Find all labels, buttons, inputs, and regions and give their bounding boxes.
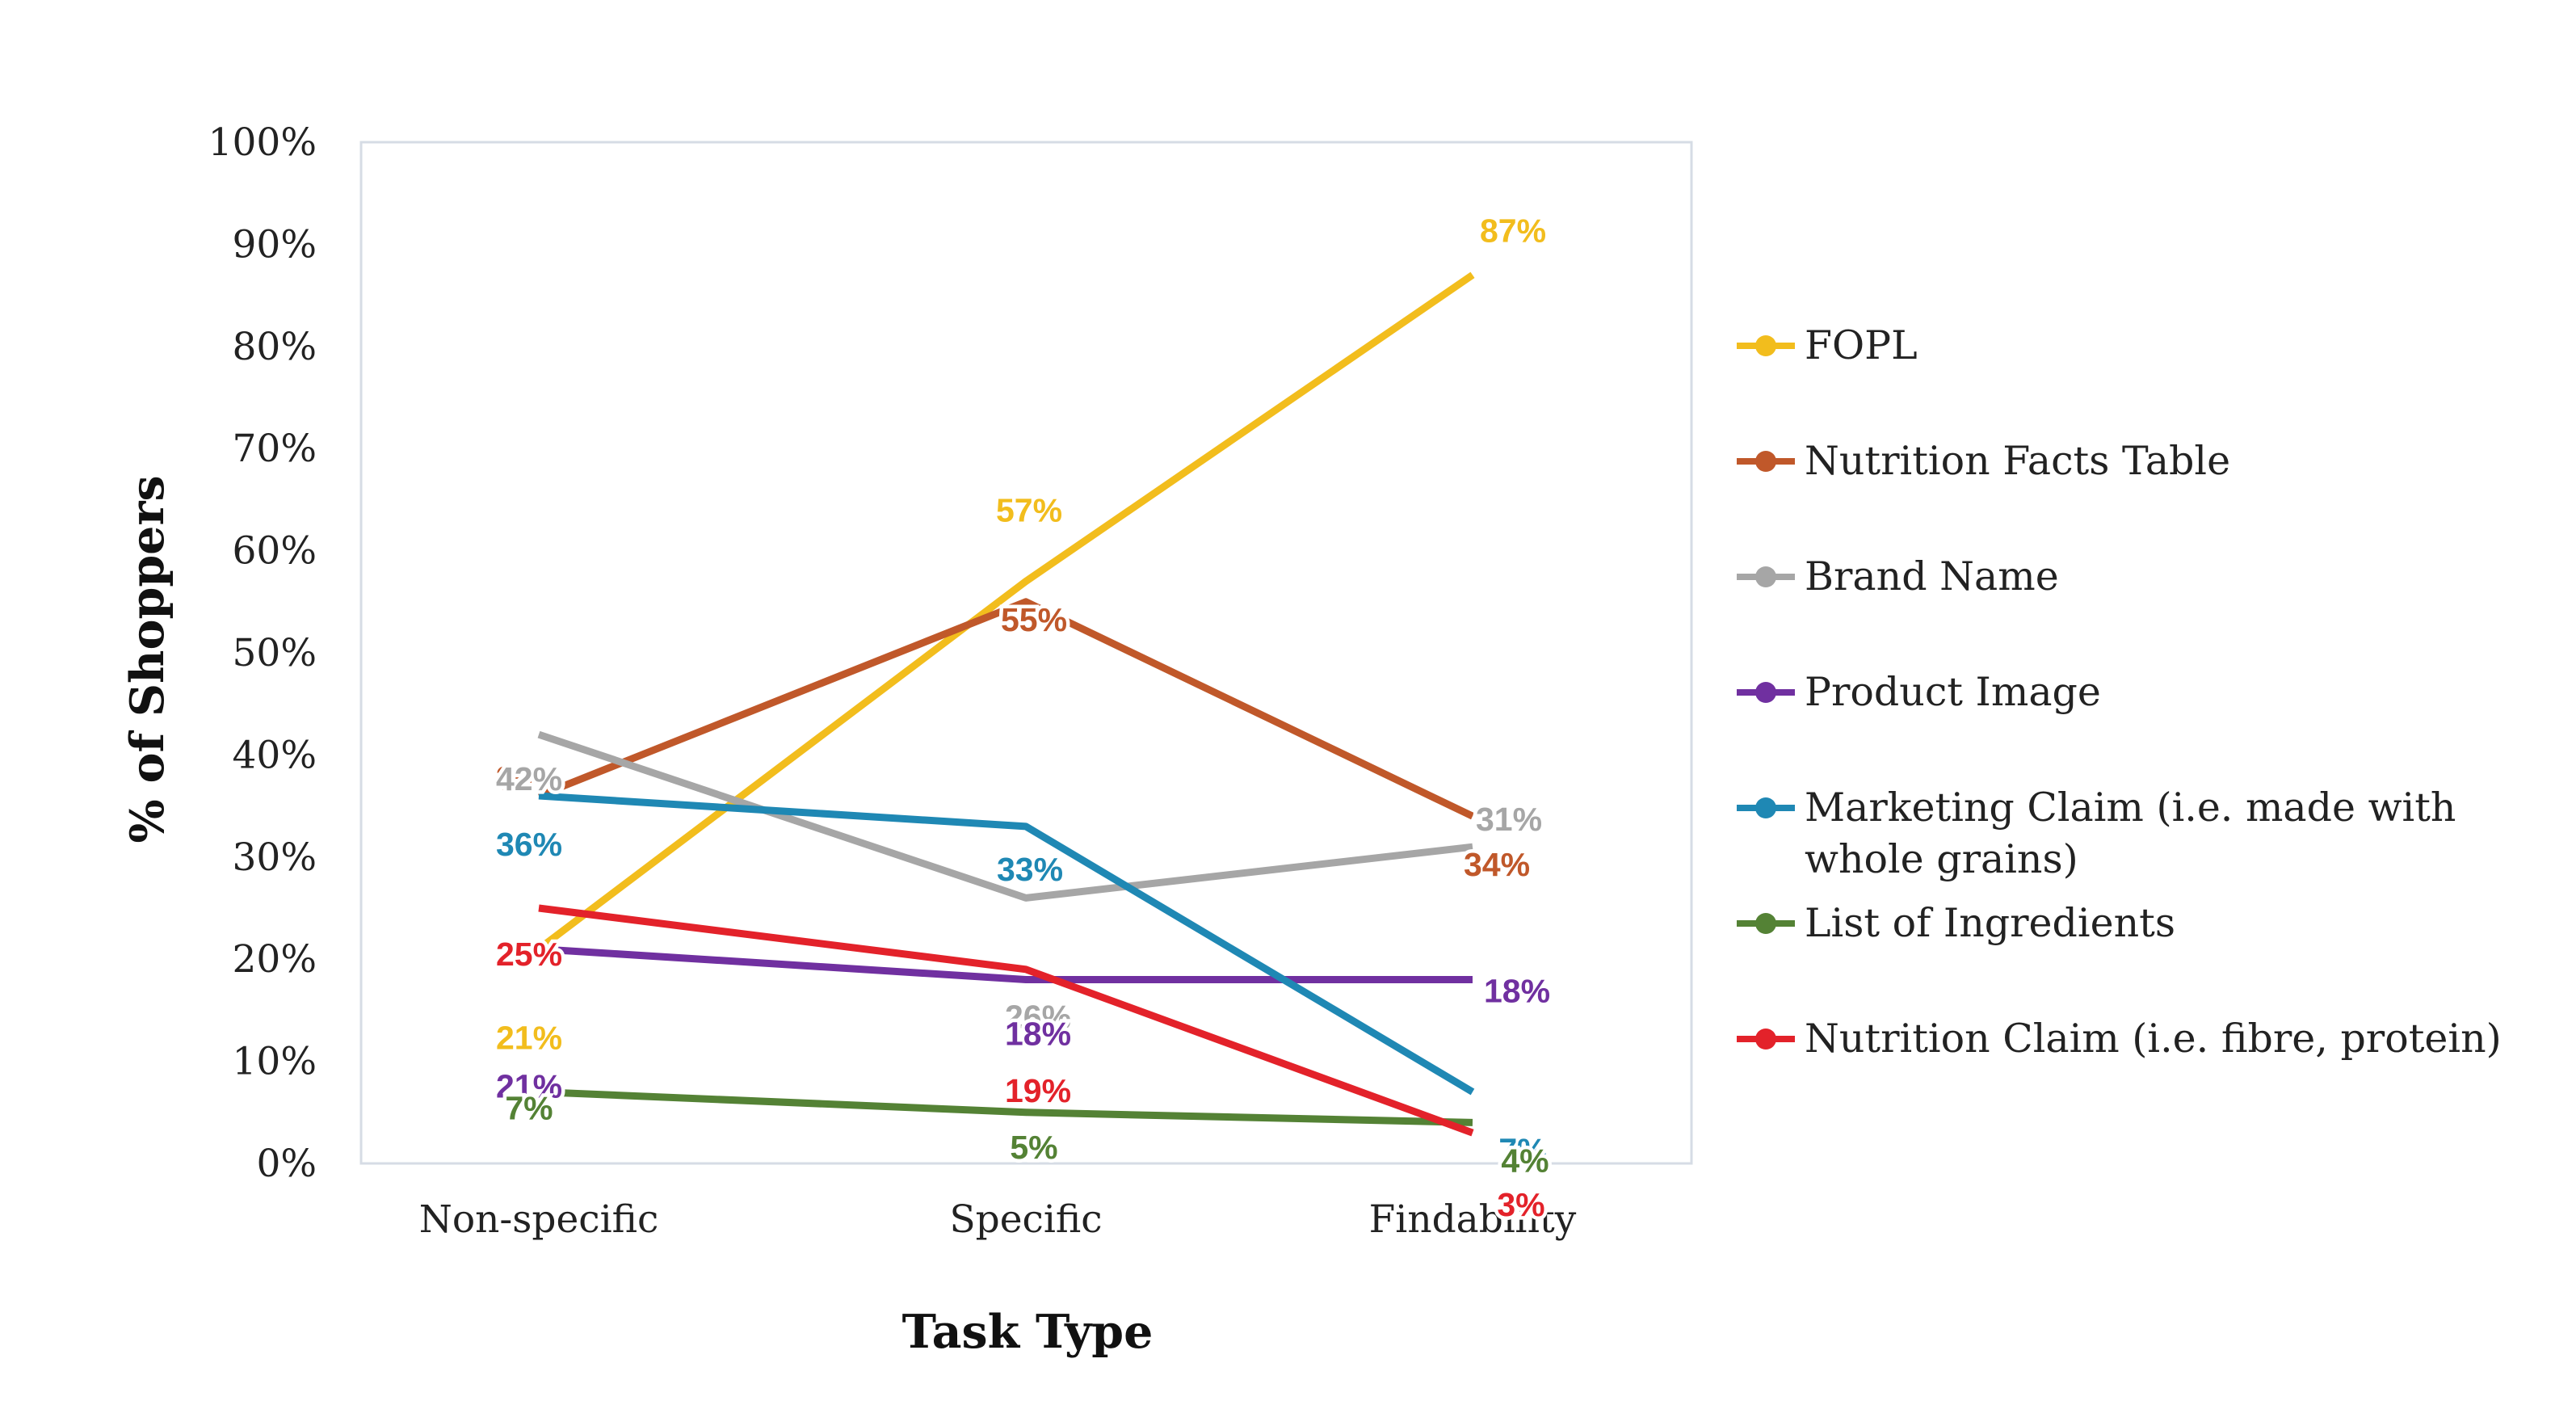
legend-label: FOPL (1805, 322, 1918, 368)
y-tick-label: 40% (233, 733, 317, 777)
legend-item: Product Image (1737, 669, 2101, 715)
legend-label: List of Ingredients (1805, 900, 2175, 946)
y-tick-label: 60% (233, 529, 317, 574)
data-label: 87% (1480, 212, 1546, 249)
legend-label: Product Image (1805, 669, 2101, 715)
legend-item: Marketing Claim (i.e. made with whole gra… (1737, 785, 2456, 882)
data-label: 7% (505, 1090, 553, 1127)
legend-label: Brand Name (1805, 553, 2059, 599)
series-line (537, 598, 1474, 820)
data-label: 36% (496, 759, 562, 797)
data-label: 7% (1498, 1132, 1546, 1169)
y-tick-label: 50% (233, 631, 317, 675)
legend-dot-marker (1755, 913, 1776, 934)
series-line (537, 730, 1473, 902)
data-label: 34% (1464, 846, 1530, 883)
legend-item: FOPL (1737, 322, 1918, 368)
data-label: 21% (496, 1020, 562, 1057)
data-label: 57% (996, 492, 1062, 529)
data-label: 55% (1001, 601, 1067, 638)
data-label: 4% (1501, 1142, 1549, 1179)
y-tick-label: 70% (233, 427, 317, 471)
legend-dot-marker (1755, 566, 1776, 587)
plot-area (359, 141, 1693, 1165)
legend-dot-marker (1755, 1029, 1776, 1050)
legend-dot-marker (1755, 335, 1776, 356)
data-label: 3% (1497, 1186, 1544, 1223)
y-tick-label: 100% (208, 120, 317, 165)
x-tick-label: Findability (1369, 1197, 1577, 1242)
legend-label: Nutrition Claim (i.e. fibre, protein) (1805, 1016, 2502, 1062)
data-label: 25% (496, 936, 562, 973)
data-label: 26% (1005, 998, 1071, 1035)
legend-dot-marker (1755, 682, 1776, 703)
data-label: 21% (496, 1068, 562, 1105)
data-labels: 21% 57% 87% 36% 55% 34% 42% 26% 31% 21% 18% 18% 36% 3… (492, 208, 1553, 1227)
data-label: 18% (1484, 972, 1550, 1009)
y-tick-label: 10% (233, 1040, 317, 1084)
legend-dot-marker (1755, 451, 1776, 472)
y-tick-label: 30% (233, 835, 317, 880)
x-tick-label: Non-specific (419, 1197, 659, 1242)
x-axis-title: Task Type (902, 1305, 1154, 1359)
legend-label: whole grains) (1805, 836, 2078, 882)
y-axis: 0% 10% 20% 30% 40% 50% 60% 70% 80% 90% 100% (208, 120, 317, 1186)
data-label: 19% (1005, 1072, 1071, 1109)
y-tick-label: 90% (233, 222, 317, 267)
data-label: 33% (997, 851, 1063, 888)
x-axis: Non-specific Specific Findability (419, 1197, 1577, 1242)
legend-item: Nutrition Claim (i.e. fibre, protein) (1737, 1016, 2502, 1062)
legend-dot-marker (1755, 797, 1776, 818)
y-tick-label: 20% (233, 937, 317, 982)
data-label: 5% (1010, 1129, 1057, 1166)
series-line (538, 792, 1475, 1096)
series-line (536, 271, 1475, 953)
series-lines (536, 271, 1475, 1137)
y-axis-title: % of Shoppers (120, 475, 174, 843)
y-tick-label: 0% (256, 1142, 317, 1186)
legend-item: Nutrition Facts Table (1737, 438, 2230, 484)
legend-item: List of Ingredients (1737, 900, 2175, 946)
data-label: 36% (496, 826, 562, 863)
data-label: 42% (496, 760, 562, 797)
x-tick-label: Specific (949, 1197, 1102, 1242)
y-tick-label: 80% (233, 325, 317, 369)
legend-label: Nutrition Facts Table (1805, 438, 2230, 484)
series-line (538, 945, 1473, 983)
data-label: 31% (1476, 801, 1542, 838)
legend-label: Marketing Claim (i.e. made with (1805, 785, 2456, 831)
series-line (538, 904, 1474, 1137)
data-label: 18% (1005, 1015, 1071, 1052)
legend-item: Brand Name (1737, 553, 2059, 599)
series-line (538, 1088, 1473, 1126)
legend: FOPL Nutrition Facts Table Brand Name Produ… (1737, 322, 2502, 1062)
